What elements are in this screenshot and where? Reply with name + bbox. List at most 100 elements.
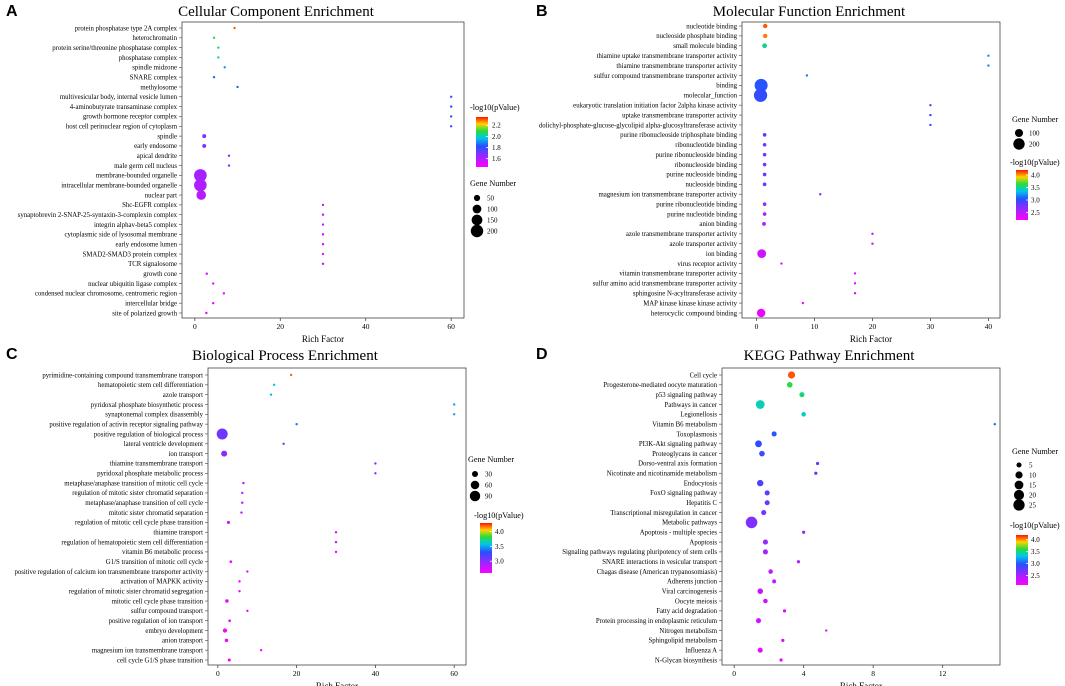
data-point <box>452 413 456 416</box>
data-point <box>226 520 231 524</box>
y-tick-label: purine ribonucleoside binding <box>655 152 737 159</box>
y-tick-label: binding <box>716 83 737 90</box>
y-tick-label: Proteoglycans in cancer <box>652 451 718 458</box>
y-tick-label: anion transport <box>162 638 203 645</box>
size-legend-title: Gene Number <box>1012 115 1058 124</box>
data-point <box>238 590 241 593</box>
data-point <box>224 638 229 643</box>
data-point <box>321 233 325 236</box>
data-point <box>202 143 207 148</box>
data-point <box>761 510 767 516</box>
data-point <box>321 262 325 266</box>
data-point <box>987 54 990 57</box>
data-point <box>227 658 231 662</box>
data-point <box>805 74 809 77</box>
panel-label: A <box>6 3 18 20</box>
y-tick-label: Toxoplasmosis <box>676 431 717 438</box>
y-tick-label: thiamine transport <box>153 530 203 537</box>
data-point <box>929 103 932 107</box>
x-tick-label: 8 <box>871 669 875 678</box>
y-tick-label: sphingosine N-acyltransferase activity <box>633 291 738 298</box>
y-tick-label: thiamine uptake transmembrane transporte… <box>597 53 738 60</box>
data-point <box>321 243 325 246</box>
color-legend-bar <box>1016 535 1028 585</box>
y-tick-label: Nicotinate and nicotinamide metabolism <box>607 471 718 478</box>
y-tick-label: virus receptor activity <box>677 261 737 268</box>
y-tick-label: methylosome <box>140 84 177 91</box>
color-legend-label: 2.5 <box>1031 209 1040 217</box>
y-tick-label: early endosome lumen <box>115 242 177 249</box>
panel-b: B Molecular Function Enrichment 0 10 20 30 40 R… <box>536 3 1060 344</box>
data-point <box>993 422 996 426</box>
data-point <box>762 33 768 39</box>
y-tick-label: magnesium ion transmembrane transporter … <box>598 192 737 199</box>
data-point <box>762 43 767 49</box>
data-point <box>212 75 216 79</box>
y-tick-label: Influenza A <box>685 647 717 654</box>
data-point <box>929 113 932 117</box>
data-point <box>764 490 770 496</box>
chart-title: Biological Process Enrichment <box>192 348 379 364</box>
data-point <box>259 648 263 652</box>
y-tick-label: mitotic sister chromatid separation <box>109 510 204 517</box>
data-point <box>780 262 783 265</box>
data-point <box>762 539 768 545</box>
y-tick-label: azole transporter activity <box>669 241 737 248</box>
data-point <box>762 142 767 147</box>
y-tick-label: lateral ventricle development <box>124 441 203 448</box>
y-tick-label: nucleoside binding <box>685 182 737 189</box>
y-tick-label: membrane-bounded organelle <box>96 173 177 180</box>
y-tick-label: Shc-EGFR complex <box>122 202 178 209</box>
y-tick-label: regulation of hematopoietic stem cell di… <box>61 539 203 546</box>
y-tick-label: thiamine transmembrane transporter activ… <box>616 63 737 70</box>
y-tick-label: protein serine/threonine phosphatase com… <box>52 45 177 52</box>
data-point <box>787 371 796 379</box>
data-point <box>194 178 207 192</box>
data-point <box>762 212 767 216</box>
y-tick-label: magnesium ion transmembrane transport <box>92 647 203 654</box>
y-tick-label: activation of MAPKK activity <box>121 579 204 586</box>
y-tick-label: synaptobrevin 2-SNAP-25-syntaxin-3-compl… <box>18 212 178 219</box>
y-tick-label: Pathways in cancer <box>665 402 718 409</box>
data-point <box>241 491 244 495</box>
data-point <box>762 152 767 157</box>
data-point <box>802 530 806 534</box>
data-point <box>321 252 325 256</box>
data-point <box>771 431 777 437</box>
data-point <box>755 618 762 624</box>
size-legend-label: 15 <box>1029 482 1037 490</box>
data-point <box>449 125 453 128</box>
data-point <box>762 172 767 177</box>
y-tick-label: ribonucleotide binding <box>675 142 737 149</box>
y-tick-label: growth cone <box>143 271 177 278</box>
data-point <box>815 461 820 466</box>
data-point <box>449 105 453 108</box>
data-point <box>762 202 767 206</box>
data-point <box>762 23 768 29</box>
data-point <box>772 579 777 584</box>
y-tick-label: ion transport <box>168 451 203 458</box>
y-tick-label: intracellular membrane-bounded organelle <box>61 183 177 190</box>
x-tick-label: 12 <box>939 669 947 678</box>
data-point <box>227 164 231 167</box>
y-tick-label: Endocytosis <box>684 480 718 487</box>
data-point <box>236 85 239 89</box>
x-tick-label: 40 <box>372 669 380 678</box>
size-legend-label: 10 <box>1029 472 1037 480</box>
data-point <box>452 403 456 406</box>
data-point <box>225 599 229 603</box>
color-legend-title: -log10(pValue) <box>1010 158 1060 167</box>
color-legend-label: 2.2 <box>492 122 501 130</box>
y-tick-label: cytoplasmic side of lysosomal membrane <box>64 232 177 239</box>
data-point <box>289 373 293 377</box>
y-tick-label: Dorso-ventral axis formation <box>638 461 717 468</box>
color-legend-label: 3.5 <box>1031 184 1040 192</box>
panel-c: C Biological Process Enrichment 0 20 40 60 Ric… <box>6 346 524 686</box>
x-tick-label: 4 <box>802 669 806 678</box>
y-tick-label: positive regulation of ion transport <box>109 618 203 625</box>
data-point <box>757 647 763 653</box>
data-point <box>759 450 765 457</box>
y-tick-label: nuclear ubiquitin ligase complex <box>88 281 178 288</box>
size-legend-dot <box>470 224 484 238</box>
x-tick-label: 20 <box>869 322 877 331</box>
